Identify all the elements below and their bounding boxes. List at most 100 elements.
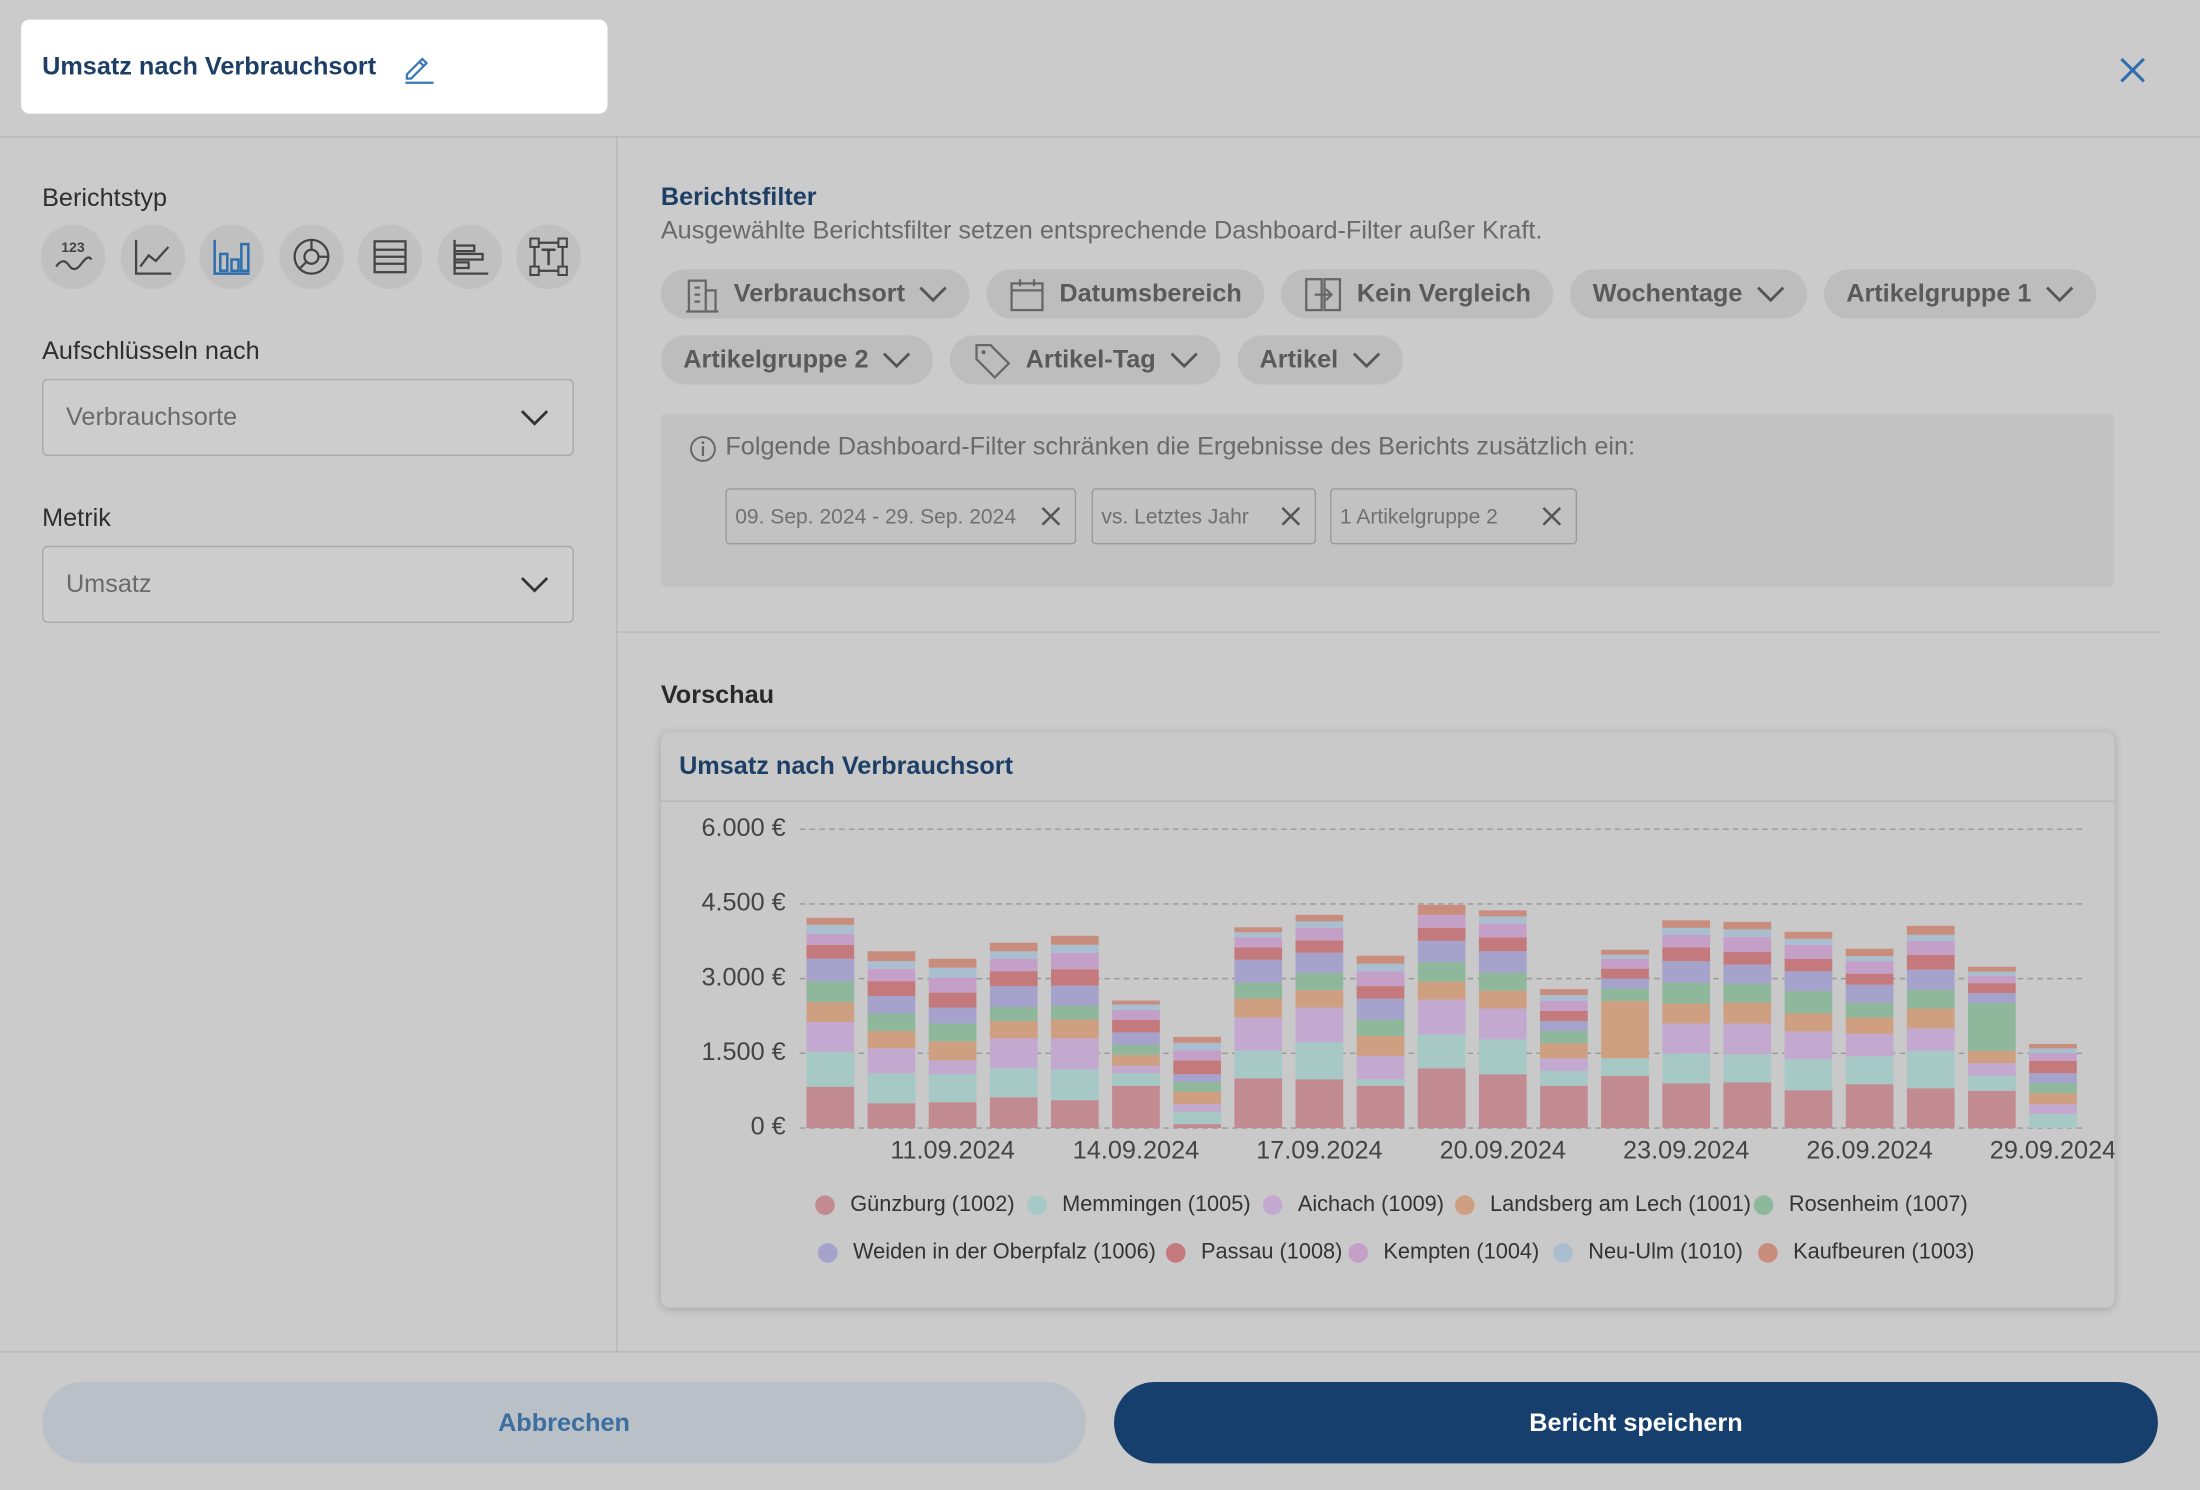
bar-segment (1295, 940, 1344, 953)
metric-label: Metrik (42, 503, 111, 532)
bar-segment (1967, 1050, 2016, 1064)
bar-segment (1967, 993, 2016, 1004)
legend-marker (1348, 1243, 1368, 1263)
bar-segment (1050, 1100, 1099, 1129)
bar-segment (989, 971, 1038, 987)
x-tick-label: 26.09.2024 (1806, 1137, 1932, 1165)
legend-marker (815, 1195, 835, 1216)
legend-marker (817, 1243, 838, 1263)
y-tick-label: 4.500 € (701, 889, 785, 917)
bar-segment (1967, 1003, 2016, 1051)
bar-segment (1540, 1020, 1588, 1031)
bar-segment (1356, 986, 1405, 999)
bar-segment (1662, 1003, 1711, 1024)
filter-chip[interactable]: 09. Sep. 2024 - 29. Sep. 2024 (725, 488, 1077, 545)
filter-chip[interactable]: 1 Artikelgruppe 2 (1330, 488, 1578, 545)
pie-type[interactable] (278, 224, 344, 290)
filter-button[interactable]: Artikel (1237, 335, 1403, 385)
close-button[interactable] (2116, 53, 2150, 87)
bar-segment (928, 1102, 977, 1129)
x-tick-label: 17.09.2024 (1256, 1137, 1382, 1165)
bar-segment (1845, 1033, 1894, 1057)
line-type[interactable] (119, 224, 185, 290)
bar-segment (806, 1021, 855, 1052)
bar-segment (1417, 927, 1466, 941)
bar-segment (1356, 971, 1405, 987)
filter-label: Verbrauchsort (733, 279, 906, 308)
filter-button[interactable]: Kein Vergleich (1281, 269, 1554, 319)
bar-segment (1417, 962, 1466, 982)
bar-segment (1417, 999, 1466, 1035)
filter-button[interactable]: Artikelgruppe 1 (1823, 269, 2096, 319)
filter-button[interactable]: Artikel-Tag (949, 335, 1221, 385)
legend-marker (1165, 1243, 1186, 1263)
filter-chip[interactable]: vs. Letztes Jahr (1091, 488, 1317, 545)
bar-segment (2029, 1060, 2077, 1074)
bar-segment (1234, 982, 1283, 999)
bar-segment (1234, 937, 1283, 948)
hbar-type[interactable] (437, 224, 502, 290)
breakdown-label: Aufschlüsseln nach (42, 336, 260, 365)
bar-segment (2029, 1043, 2077, 1049)
bar-segment (1540, 1058, 1588, 1071)
bar-segment (1417, 1034, 1466, 1069)
filter-button[interactable]: Wochentage (1570, 269, 1807, 319)
filter-label: Artikel (1259, 345, 1339, 374)
bar-segment (1295, 921, 1344, 928)
bar-segment (1050, 1019, 1099, 1039)
bar-segment (1784, 931, 1833, 939)
bar-type[interactable] (199, 224, 264, 290)
bar-segment (806, 917, 855, 925)
bar-segment (1784, 944, 1833, 959)
bar-segment (928, 1007, 977, 1024)
legend-label: Rosenheim (1007) (1789, 1191, 1968, 1216)
save-button[interactable]: Bericht speichern (1114, 1382, 2158, 1464)
bar-segment (1601, 949, 1649, 955)
bar-segment (1601, 1075, 1649, 1129)
bar-segment (867, 1103, 916, 1129)
bar-segment (1295, 952, 1344, 973)
filter-label: Wochentage (1592, 279, 1743, 308)
filter-button[interactable]: Verbrauchsort (660, 269, 970, 319)
cancel-button[interactable]: Abbrechen (42, 1382, 1086, 1464)
table-type[interactable] (357, 224, 423, 290)
bar-segment (1050, 944, 1099, 953)
bar-segment (867, 996, 916, 1014)
bar-segment (1540, 1070, 1588, 1086)
bar-segment (1723, 1054, 1772, 1083)
bar-segment (1784, 1031, 1833, 1060)
edit-icon[interactable] (401, 50, 435, 84)
bar-segment (867, 951, 916, 962)
bar-segment (928, 1023, 977, 1042)
bar-segment (867, 968, 916, 982)
filter-button[interactable]: Datumsbereich (986, 269, 1265, 319)
bar-segment (2029, 1114, 2077, 1129)
bar-segment (1845, 1084, 1894, 1129)
x-tick-label: 23.09.2024 (1623, 1137, 1749, 1165)
bar-segment (928, 992, 977, 1008)
bar-segment (2029, 1083, 2077, 1094)
bar-segment (989, 1007, 1038, 1021)
legend-label: Kempten (1004) (1383, 1239, 1539, 1264)
bar-segment (1295, 1042, 1344, 1080)
metric-select[interactable]: Umsatz (42, 545, 574, 623)
title-box: Umsatz nach Verbrauchsort (21, 19, 608, 114)
filter-button[interactable]: Artikelgruppe 2 (660, 335, 934, 385)
bar-segment (1356, 1019, 1405, 1036)
bar-segment (1173, 1074, 1221, 1082)
text-type[interactable] (516, 224, 581, 290)
bar-segment (1112, 1019, 1160, 1033)
bar-segment (806, 981, 855, 1003)
footer-separator (0, 1351, 2200, 1353)
bar-segment (1906, 1028, 1955, 1051)
bar-segment (867, 1030, 916, 1049)
bar-segment (1601, 958, 1649, 969)
bar-segment (1295, 1007, 1344, 1043)
info-box (660, 413, 2115, 587)
kpi-type[interactable]: 123 (40, 224, 106, 290)
breakdown-select[interactable]: Verbrauchsorte (42, 378, 574, 456)
bar-segment (1906, 954, 1955, 970)
bar-segment (1540, 995, 1588, 1002)
bar-segment (989, 942, 1038, 952)
